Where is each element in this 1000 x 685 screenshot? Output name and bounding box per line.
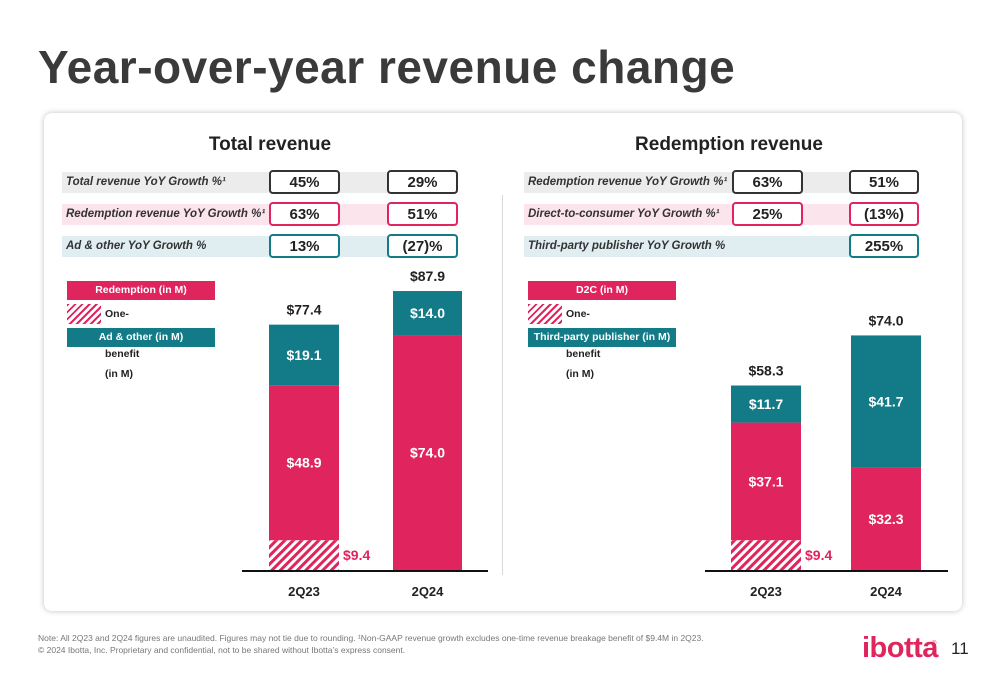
metric-label: Ad & other YoY Growth % — [62, 236, 458, 257]
page-title: Year-over-year revenue change — [38, 41, 736, 93]
left-metric-3-2q24: (27)% — [387, 234, 458, 258]
bar-total-label: $74.0 — [868, 312, 903, 328]
left-metric-row-2: Redemption revenue YoY Growth %¹ — [62, 204, 458, 225]
bar-total-label: $58.3 — [748, 363, 783, 379]
footnote-line-2: © 2024 Ibotta, Inc. Proprietary and conf… — [38, 645, 406, 655]
bar-segment — [731, 540, 801, 570]
bar-label: $11.7 — [749, 396, 783, 412]
bar-segment — [393, 335, 462, 570]
left-metric-row-3: Ad & other YoY Growth % — [62, 236, 458, 257]
right-metric-row-3: Third-party publisher YoY Growth % — [524, 236, 919, 257]
category-label: 2Q23 — [750, 584, 782, 599]
content-card — [44, 113, 962, 611]
bar-label: $74.0 — [410, 445, 445, 461]
right-metric-row-1: Redemption revenue YoY Growth %¹ — [524, 172, 919, 193]
bar-label: $41.7 — [868, 394, 903, 410]
logo-trademark: ® — [932, 641, 937, 647]
bar-label: $48.9 — [286, 455, 321, 471]
legend-third-party-publisher: Third-party publisher (in M) — [528, 328, 676, 347]
right-metric-1-2q24: 51% — [849, 170, 919, 194]
legend-hatch-swatch — [528, 304, 562, 324]
bar-segment — [851, 335, 921, 468]
left-metric-2-2q24: 51% — [387, 202, 458, 226]
bar-label: $9.4 — [343, 547, 370, 563]
bar-label: $37.1 — [748, 473, 783, 489]
right-metric-row-2: Direct-to-consumer YoY Growth %¹ — [524, 204, 919, 225]
ibotta-logo: ibotta — [862, 632, 938, 664]
bar-segment — [731, 422, 801, 541]
bar-label: $14.0 — [410, 305, 445, 321]
metric-label: Direct-to-consumer YoY Growth %¹ — [524, 204, 919, 225]
legend-d2c: D2C (in M) — [528, 281, 676, 300]
left-panel-title: Total revenue — [208, 134, 332, 155]
category-label: 2Q23 — [288, 584, 320, 599]
metric-label: Redemption revenue YoY Growth %¹ — [524, 172, 919, 193]
metric-label: Total revenue YoY Growth %¹ — [62, 172, 458, 193]
legend-ad-other: Ad & other (in M) — [67, 328, 215, 347]
bar-segment — [851, 467, 921, 570]
left-metric-row-1: Total revenue YoY Growth %¹ — [62, 172, 458, 193]
footnote-line-1: Note: All 2Q23 and 2Q24 figures are unau… — [38, 633, 704, 643]
bar-segment — [731, 385, 801, 423]
bar-segment — [269, 324, 339, 386]
bar-total-label: $87.9 — [410, 268, 445, 284]
legend-redemption: Redemption (in M) — [67, 281, 215, 300]
right-metric-2-2q24: (13%) — [849, 202, 919, 226]
panel-divider — [502, 195, 503, 575]
right-metric-2-2q23: 25% — [732, 202, 803, 226]
left-metric-2-2q23: 63% — [269, 202, 340, 226]
left-metric-3-2q23: 13% — [269, 234, 340, 258]
bar-segment — [393, 291, 462, 336]
footnote: Note: All 2Q23 and 2Q24 figures are unau… — [38, 632, 858, 656]
left-metric-1-2q23: 45% — [269, 170, 340, 194]
right-panel-title: Redemption revenue — [635, 134, 823, 155]
metric-label: Third-party publisher YoY Growth % — [524, 236, 919, 257]
bar-segment — [269, 540, 339, 570]
page-number: 11 — [951, 639, 969, 658]
right-metric-3-2q24: 255% — [849, 234, 919, 258]
bar-total-label: $77.4 — [286, 302, 321, 318]
right-metric-1-2q23: 63% — [732, 170, 803, 194]
metric-label: Redemption revenue YoY Growth %¹ — [62, 204, 458, 225]
bar-segment — [269, 385, 339, 541]
legend-hatch-swatch — [67, 304, 101, 324]
bar-label: $19.1 — [286, 347, 321, 363]
category-label: 2Q24 — [412, 584, 445, 599]
bar-label: $9.4 — [805, 547, 832, 563]
left-metric-1-2q24: 29% — [387, 170, 458, 194]
bar-label: $32.3 — [868, 511, 903, 527]
category-label: 2Q24 — [870, 584, 903, 599]
